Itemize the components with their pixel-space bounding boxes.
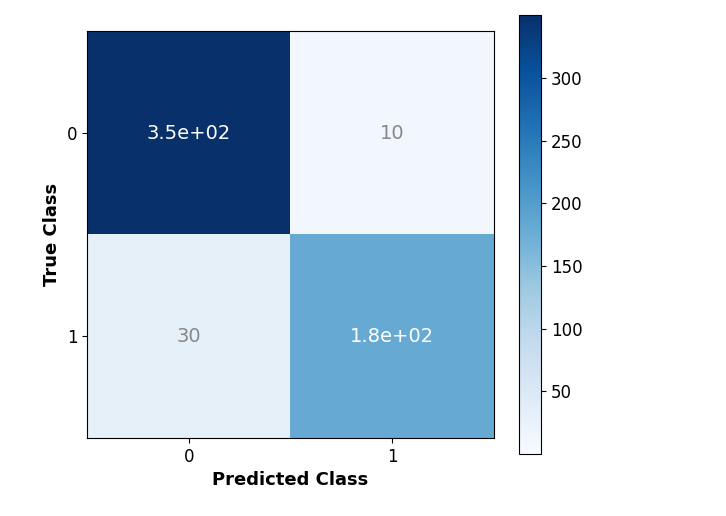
Y-axis label: True Class: True Class xyxy=(44,183,61,286)
Text: 1.8e+02: 1.8e+02 xyxy=(350,327,434,346)
X-axis label: Predicted Class: Predicted Class xyxy=(212,471,369,489)
Text: 3.5e+02: 3.5e+02 xyxy=(147,124,231,142)
Text: 10: 10 xyxy=(380,124,404,142)
Text: 30: 30 xyxy=(176,327,201,346)
